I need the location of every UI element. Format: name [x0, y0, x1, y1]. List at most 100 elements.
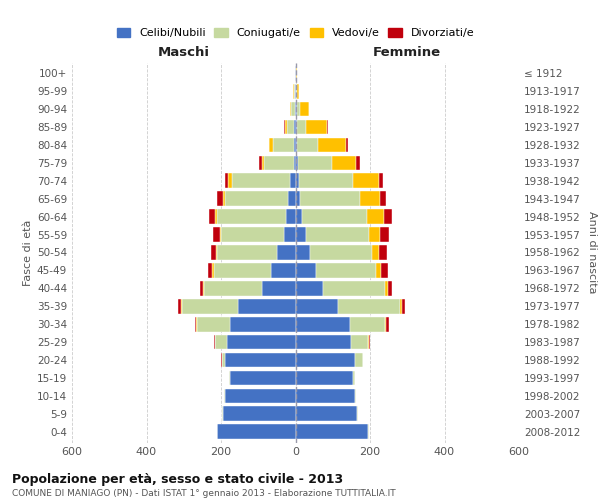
- Bar: [353, 370, 355, 386]
- Bar: [296, 388, 355, 403]
- Bar: [223, 406, 296, 421]
- Bar: [223, 192, 225, 206]
- Bar: [357, 406, 358, 421]
- Bar: [385, 317, 386, 332]
- Bar: [208, 263, 212, 278]
- Bar: [215, 335, 227, 349]
- Bar: [296, 138, 298, 152]
- Bar: [296, 210, 302, 224]
- Text: COMUNE DI MANIAGO (PN) - Dati ISTAT 1° gennaio 2013 - Elaborazione TUTTITALIA.IT: COMUNE DI MANIAGO (PN) - Dati ISTAT 1° g…: [12, 489, 395, 498]
- Bar: [220, 227, 221, 242]
- Bar: [385, 281, 388, 295]
- Bar: [388, 281, 392, 295]
- Bar: [356, 156, 359, 170]
- Bar: [217, 245, 277, 260]
- Bar: [290, 174, 296, 188]
- Bar: [217, 424, 296, 439]
- Bar: [296, 335, 352, 349]
- Bar: [381, 263, 388, 278]
- Bar: [215, 210, 217, 224]
- Bar: [213, 227, 220, 242]
- Bar: [380, 227, 389, 242]
- Bar: [352, 335, 368, 349]
- Bar: [182, 299, 238, 314]
- Bar: [400, 299, 401, 314]
- Bar: [301, 192, 360, 206]
- Bar: [294, 120, 296, 134]
- Bar: [221, 227, 284, 242]
- Bar: [296, 102, 299, 117]
- Bar: [229, 370, 230, 386]
- Text: Maschi: Maschi: [158, 46, 210, 59]
- Bar: [338, 299, 400, 314]
- Bar: [296, 352, 355, 368]
- Bar: [372, 245, 379, 260]
- Bar: [204, 281, 262, 295]
- Bar: [229, 174, 232, 188]
- Bar: [296, 370, 353, 386]
- Bar: [226, 174, 229, 188]
- Bar: [217, 210, 286, 224]
- Bar: [259, 156, 262, 170]
- Bar: [355, 352, 362, 368]
- Bar: [225, 352, 296, 368]
- Bar: [298, 138, 318, 152]
- Bar: [271, 263, 296, 278]
- Bar: [298, 156, 332, 170]
- Bar: [350, 317, 385, 332]
- Bar: [346, 138, 347, 152]
- Bar: [293, 138, 296, 152]
- Bar: [181, 299, 182, 314]
- Bar: [222, 352, 225, 368]
- Bar: [323, 281, 385, 295]
- Bar: [277, 245, 296, 260]
- Bar: [203, 281, 204, 295]
- Bar: [386, 317, 389, 332]
- Bar: [310, 245, 372, 260]
- Bar: [262, 156, 264, 170]
- Bar: [269, 138, 273, 152]
- Bar: [200, 281, 203, 295]
- Bar: [230, 370, 296, 386]
- Bar: [296, 406, 357, 421]
- Bar: [307, 120, 327, 134]
- Bar: [384, 210, 392, 224]
- Bar: [216, 245, 217, 260]
- Bar: [379, 245, 387, 260]
- Bar: [293, 84, 295, 98]
- Bar: [194, 317, 196, 332]
- Bar: [286, 210, 296, 224]
- Legend: Celibi/Nubili, Coniugati/e, Vedovi/e, Divorziati/e: Celibi/Nubili, Coniugati/e, Vedovi/e, Di…: [113, 24, 478, 42]
- Bar: [212, 263, 214, 278]
- Bar: [297, 120, 307, 134]
- Bar: [290, 102, 291, 117]
- Bar: [296, 156, 298, 170]
- Bar: [360, 192, 380, 206]
- Bar: [318, 138, 346, 152]
- Bar: [178, 299, 181, 314]
- Bar: [296, 120, 297, 134]
- Bar: [225, 388, 296, 403]
- Bar: [296, 174, 299, 188]
- Bar: [238, 299, 296, 314]
- Bar: [217, 192, 223, 206]
- Bar: [262, 281, 296, 295]
- Bar: [225, 192, 288, 206]
- Bar: [298, 84, 299, 98]
- Bar: [299, 174, 353, 188]
- Y-axis label: Anni di nascita: Anni di nascita: [587, 211, 597, 294]
- Bar: [379, 174, 383, 188]
- Bar: [369, 227, 380, 242]
- Bar: [296, 317, 350, 332]
- Bar: [296, 281, 323, 295]
- Bar: [302, 210, 367, 224]
- Bar: [353, 174, 379, 188]
- Bar: [287, 120, 294, 134]
- Bar: [273, 138, 293, 152]
- Bar: [368, 335, 370, 349]
- Bar: [296, 263, 316, 278]
- Bar: [401, 299, 404, 314]
- Bar: [316, 263, 376, 278]
- Bar: [296, 299, 338, 314]
- Bar: [380, 192, 386, 206]
